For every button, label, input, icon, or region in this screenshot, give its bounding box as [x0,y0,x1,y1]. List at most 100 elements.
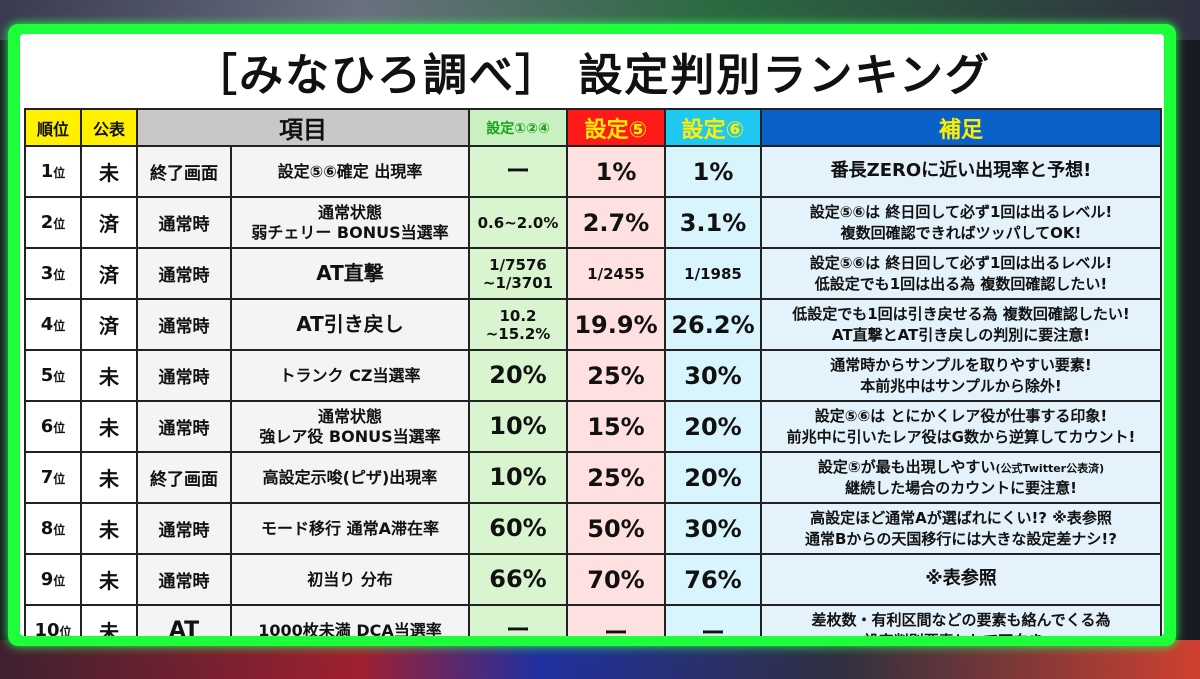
rank-number: 5 [40,365,54,386]
note-line: 前兆中に引いたレア役はG数から逆算してカウント! [766,427,1156,447]
note-text: 設定⑤が最も出現しやすい [817,458,996,477]
setting-124-value: 20% [468,349,568,402]
rank-number: 7 [40,467,54,488]
published-cell: 未 [80,349,138,402]
rank-cell: 1位 [24,145,82,198]
note-line: 設定⑤⑥は 終日回して必ず1回は出るレベル! [766,202,1156,222]
rank-number: 10 [34,620,60,636]
rank-number: 4 [40,314,54,335]
rank-cell: 4位 [24,298,82,351]
rank-suffix: 位 [53,268,66,282]
setting-124-line: 1/7576 [489,255,547,274]
setting-124-line: 10.2 [499,306,537,325]
setting-6-value: 1/1985 [664,247,762,300]
setting-6-value: 30% [664,349,762,402]
rank-suffix: 位 [53,574,66,588]
setting-124-value: 66% [468,553,568,606]
item-cell: AT引き戻し [230,298,470,351]
item-line: モード移行 通常A滞在率 [261,518,439,538]
item-cell: 高設定示唆(ピザ)出現率 [230,451,470,504]
published-cell: 未 [80,451,138,504]
ranking-table: 順位 公表 項目 設定①②④ 設定⑤ 設定⑥ 補足 1位未終了画面 設定⑤⑥確定 … [24,108,1162,636]
setting-124-line: ー [506,157,530,186]
rank-suffix: 位 [59,625,72,636]
rank-number: 6 [40,416,54,437]
setting-6-value: 20% [664,451,762,504]
setting-124-line: 20% [489,361,547,390]
item-line: 設定⑤⑥確定 出現率 [277,161,423,181]
timing-cell: 通常時 [136,349,232,402]
timing-cell: 通常時 [136,247,232,300]
note-text: 設定⑤⑥は とにかくレア役が仕事する印象! [814,407,1108,426]
note-text: 高設定ほど通常Aが選ばれにくい!? ※表参照 [810,509,1112,528]
note-small-text: (公式Twitter公表済) [995,462,1105,476]
note-line: 設定⑤⑥は 終日回して必ず1回は出るレベル! [766,253,1156,273]
setting-124-line: 10% [489,412,547,441]
setting-124-value: ー [468,604,568,636]
setting-124-line: 60% [489,514,547,543]
table-row: 2位済通常時 通常状態 弱チェリー BONUS当選率 0.6~2.0% 2.7% 3.1%… [24,196,1162,249]
rank-suffix: 位 [53,166,66,180]
setting-6-value: 30% [664,502,762,555]
table-row: 10位未 AT 1000枚未満 DCA当選率ーーー差枚数・有利区間などの要素も絡んで… [24,604,1162,637]
timing-cell: 通常時 [136,298,232,351]
item-cell: モード移行 通常A滞在率 [230,502,470,555]
item-line: 強レア役 BONUS当選率 [259,426,441,446]
setting-124-value: 60% [468,502,568,555]
note-line: 設定判別要素として不向き… [766,631,1156,637]
item-cell: 初当り 分布 [230,553,470,606]
item-line: トランク CZ当選率 [279,365,421,385]
rank-suffix: 位 [53,319,66,333]
note-text: AT直撃とAT引き戻しの判別に要注意! [831,325,1091,344]
note-line: AT直撃とAT引き戻しの判別に要注意! [766,325,1156,345]
setting-124-line: 10% [489,463,547,492]
header-row: 順位 公表 項目 設定①②④ 設定⑤ 設定⑥ 補足 [24,108,1162,147]
item-line: 通常状態 [317,406,382,426]
rank-number: 3 [40,263,54,284]
published-cell: 未 [80,145,138,198]
setting-124-line: ~1/3701 [482,273,554,292]
note-text: 低設定でも1回は出る為 複数回確認したい! [814,274,1108,293]
item-cell: 設定⑤⑥確定 出現率 [230,145,470,198]
note-cell: 低設定でも1回は引き戻せる為 複数回確認したい! AT直撃とAT引き戻しの判別に要… [760,298,1162,351]
note-line: 通常Bからの天国移行には大きな設定差ナシ!? [766,529,1156,549]
setting-124-value: 10% [468,400,568,453]
note-text: 低設定でも1回は引き戻せる為 複数回確認したい! [792,305,1130,324]
setting-124-value: 0.6~2.0% [468,196,568,249]
setting-6-value: 26.2% [664,298,762,351]
rank-number: 9 [40,569,54,590]
note-line: 通常時からサンプルを取りやすい要素! [766,355,1156,375]
rank-suffix: 位 [53,217,66,231]
rank-cell: 6位 [24,400,82,453]
setting-6-value: ー [664,604,762,636]
setting-124-line: ー [506,616,530,636]
published-cell: 未 [80,604,138,636]
item-cell: 1000枚未満 DCA当選率 [230,604,470,636]
timing-cell: AT [136,604,232,636]
setting-5-value: 50% [566,502,666,555]
note-text: 継続した場合のカウントに要注意! [845,478,1077,497]
published-cell: 済 [80,298,138,351]
header-note: 補足 [760,108,1162,147]
rank-number: 2 [40,212,54,233]
setting-124-line: 66% [489,565,547,594]
note-cell: 高設定ほど通常Aが選ばれにくい!? ※表参照 通常Bからの天国移行には大きな設定差… [760,502,1162,555]
rank-suffix: 位 [53,370,66,384]
table-row: 1位未終了画面 設定⑤⑥確定 出現率 ー 1% 1% 番長ZEROに近い出現率と予想! [24,145,1162,198]
note-text: 設定判別要素として不向き… [864,632,1059,637]
header-published: 公表 [80,108,138,147]
note-line: 差枚数・有利区間などの要素も絡んでくる為 [766,610,1156,630]
note-cell: 番長ZEROに近い出現率と予想! [760,145,1162,198]
note-text: 番長ZEROに近い出現率と予想! [830,160,1092,182]
note-line: 低設定でも1回は出る為 複数回確認したい! [766,274,1156,294]
note-text: ※表参照 [925,568,997,590]
item-cell: トランク CZ当選率 [230,349,470,402]
table-row: 9位未通常時 初当り 分布 66% 70% 76% ※表参照 [24,553,1162,606]
setting-5-value: ー [566,604,666,636]
note-line: 継続した場合のカウントに要注意! [766,478,1156,498]
note-text: 本前兆中はサンプルから除外! [860,376,1062,395]
setting-5-value: 70% [566,553,666,606]
timing-cell: 通常時 [136,553,232,606]
note-cell: 設定⑤⑥は とにかくレア役が仕事する印象! 前兆中に引いたレア役はG数から逆算して… [760,400,1162,453]
board-title: ［みなひろ調べ］ 設定判別ランキング [193,50,991,101]
